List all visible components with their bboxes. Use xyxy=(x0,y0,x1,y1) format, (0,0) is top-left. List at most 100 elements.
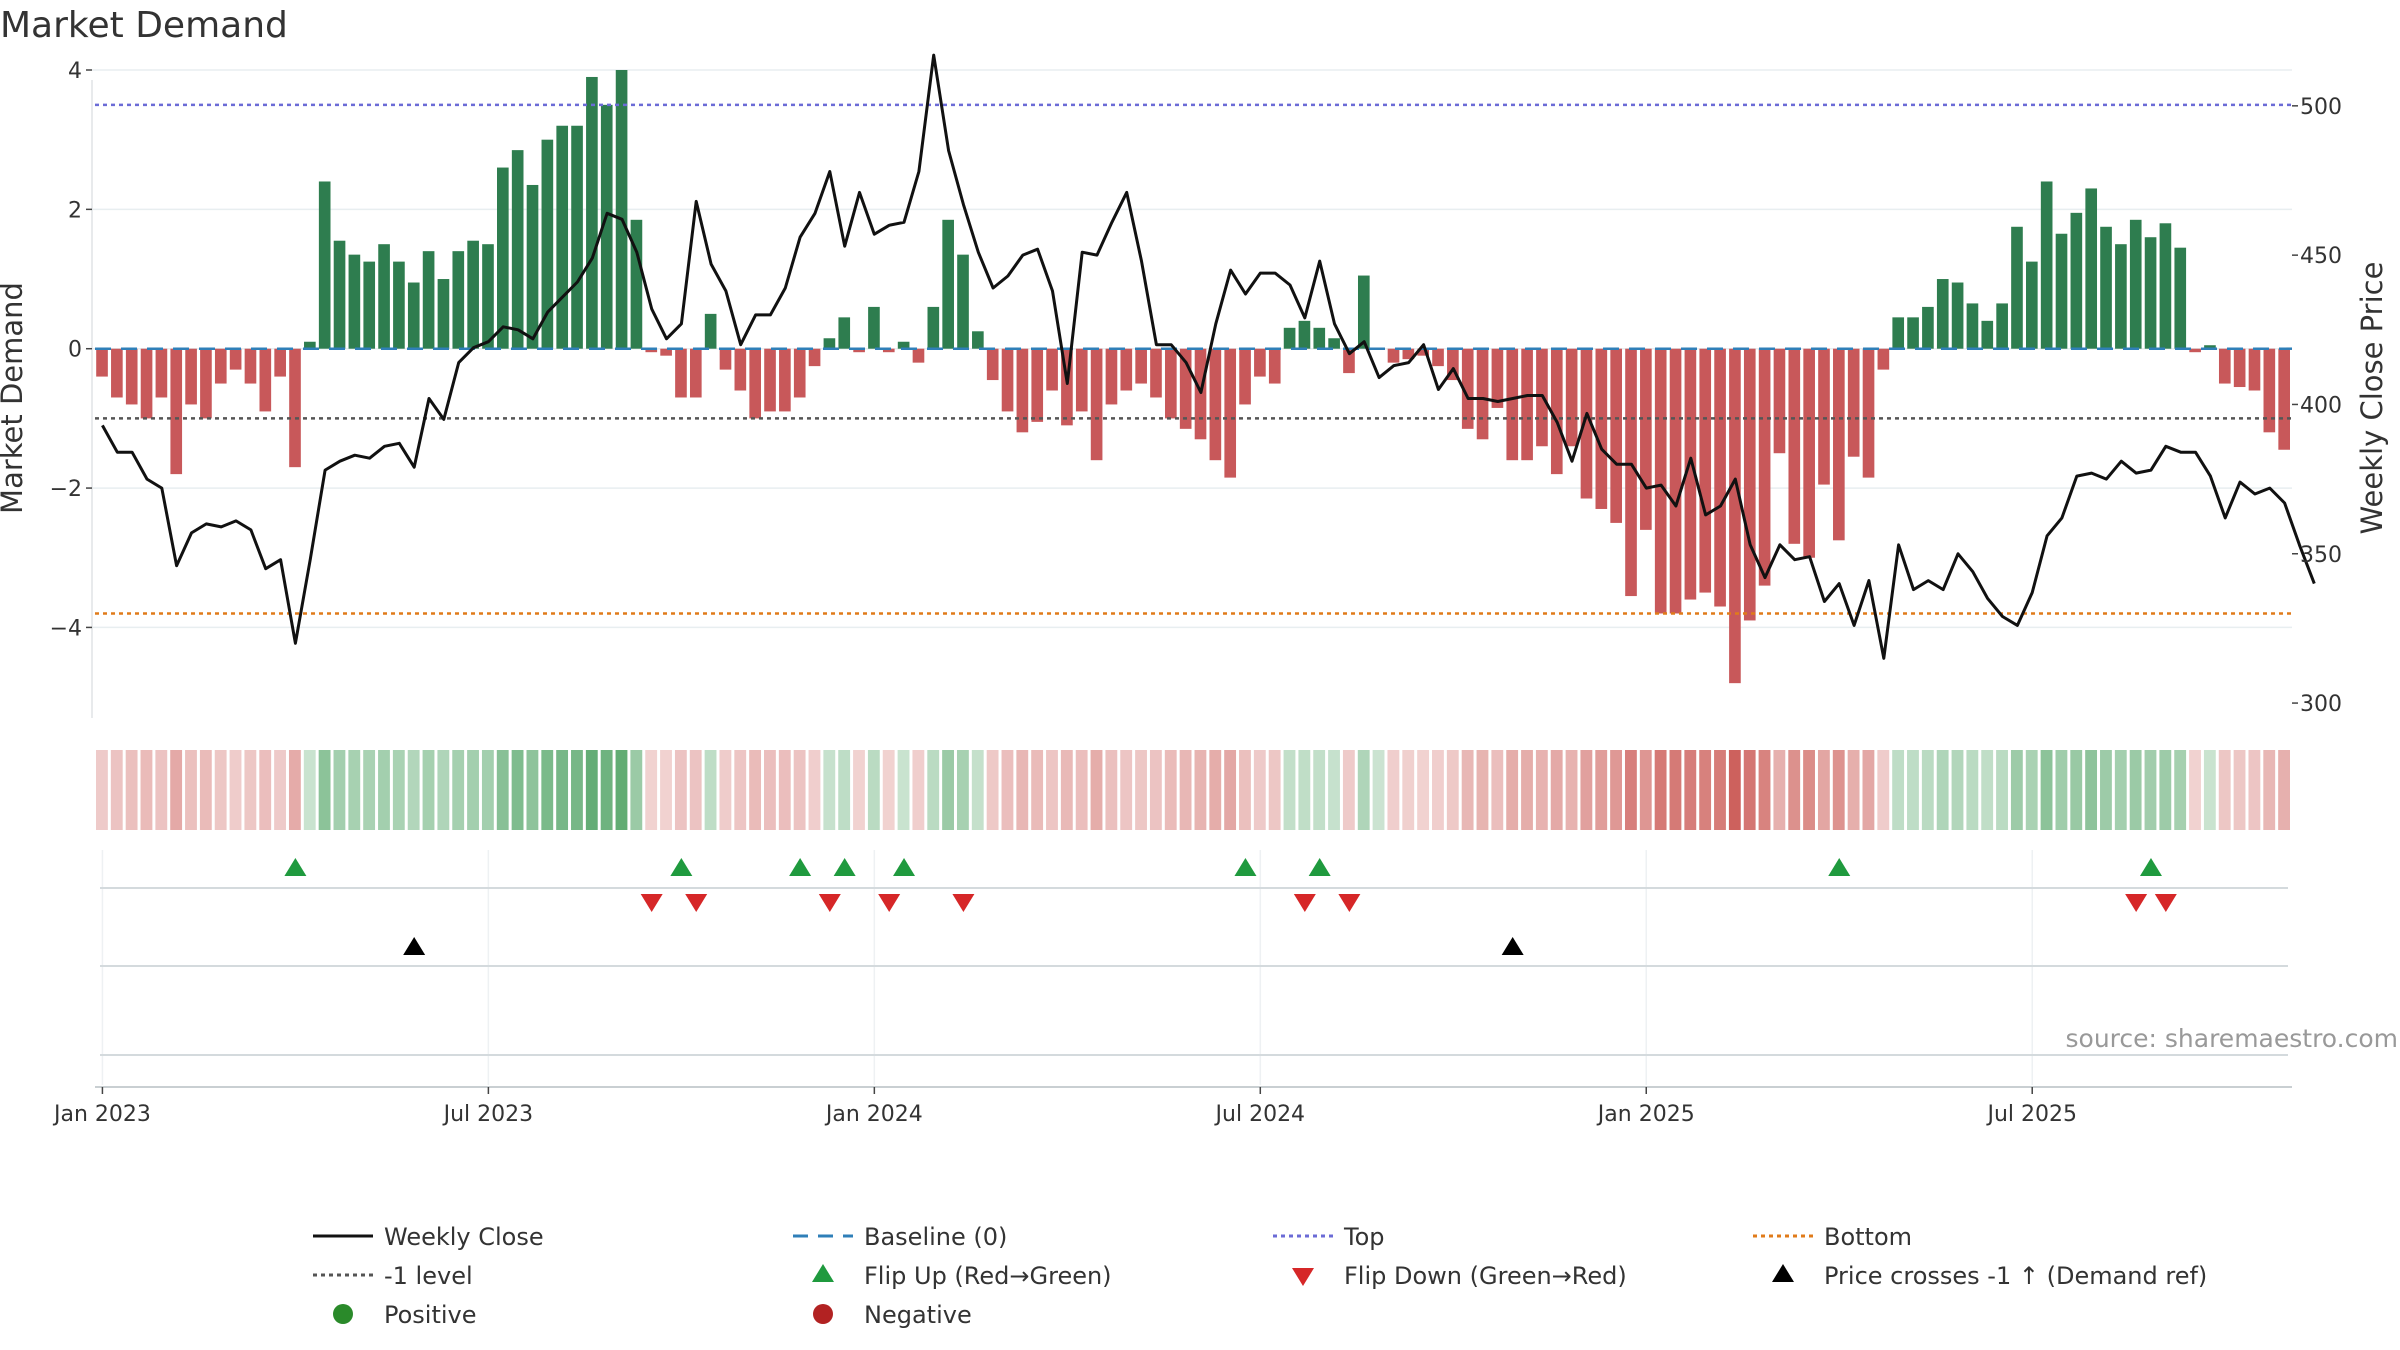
demand-bar xyxy=(1001,348,1014,412)
demand-bar xyxy=(1580,348,1593,499)
heat-cell xyxy=(1179,750,1192,830)
legend-label: Flip Up (Red→Green) xyxy=(864,1262,1112,1290)
legend-label: Weekly Close xyxy=(384,1223,544,1251)
x-tick-label: Jan 2023 xyxy=(52,1102,151,1127)
heat-cell xyxy=(2025,750,2038,830)
heat-cell xyxy=(1803,750,1815,830)
x-tick-label: Jul 2024 xyxy=(1214,1102,1306,1127)
demand-bar xyxy=(2011,226,2023,349)
demand-bar xyxy=(779,348,791,412)
legend-swatch xyxy=(1772,1264,1794,1282)
heat-cell xyxy=(244,750,257,830)
demand-bar xyxy=(1105,348,1118,405)
y-left-tick-label: 2 xyxy=(68,198,82,223)
heat-cell xyxy=(1060,750,1073,830)
demand-bar xyxy=(660,348,672,356)
demand-bar xyxy=(1461,348,1474,429)
demand-bar xyxy=(1773,348,1786,454)
demand-bar xyxy=(1120,348,1133,391)
demand-bar xyxy=(1075,348,1088,412)
heat-cell xyxy=(1847,750,1860,830)
demand-bar xyxy=(1046,348,1058,391)
heat-cell xyxy=(170,750,183,830)
demand-bar xyxy=(467,240,479,349)
heat-cell xyxy=(1417,750,1430,830)
demand-bar xyxy=(897,341,910,349)
heat-cell xyxy=(2263,750,2276,830)
demand-bar xyxy=(1521,348,1533,461)
demand-bar xyxy=(333,240,346,349)
flip-down-marker xyxy=(685,894,708,912)
heat-cell xyxy=(541,750,554,830)
demand-bar xyxy=(749,348,762,419)
demand-bar xyxy=(1788,348,1801,544)
heat-cell xyxy=(452,750,465,830)
heat-cell xyxy=(1654,750,1667,830)
price-cross-marker xyxy=(403,937,426,955)
legend-label: Bottom xyxy=(1824,1223,1912,1251)
legend-label: Positive xyxy=(384,1301,477,1329)
flip-up-marker xyxy=(1234,858,1257,876)
demand-bar xyxy=(734,348,747,391)
legend: Weekly Close Baseline (0) Top Bottom -1 leve… xyxy=(313,1223,2207,1329)
demand-bar xyxy=(882,348,895,353)
heat-cell xyxy=(1684,750,1697,830)
heat-cell xyxy=(1714,750,1726,830)
demand-bar xyxy=(1743,348,1756,621)
heat-cell xyxy=(2085,750,2098,830)
heat-cell xyxy=(1773,750,1786,830)
legend-label: Baseline (0) xyxy=(864,1223,1007,1251)
heat-cell xyxy=(2278,750,2290,830)
y-left-tick-label: −4 xyxy=(50,616,82,641)
legend-item: Negative xyxy=(813,1301,972,1329)
heat-cell xyxy=(1461,750,1474,830)
legend-item: Flip Down (Green→Red) xyxy=(1292,1262,1627,1290)
heat-cell xyxy=(1387,750,1400,830)
heat-cell xyxy=(838,750,851,830)
heat-cell xyxy=(956,750,969,830)
heat-cell xyxy=(1268,750,1281,830)
heat-cell xyxy=(1149,750,1162,830)
heat-cell xyxy=(1966,750,1979,830)
heat-cell xyxy=(1877,750,1890,830)
heat-cell xyxy=(1164,750,1177,830)
heat-cell xyxy=(1506,750,1519,830)
demand-bar xyxy=(497,167,509,349)
demand-bar xyxy=(2248,348,2261,391)
heat-cell xyxy=(1328,750,1340,830)
demand-bar xyxy=(912,348,925,363)
heat-cell xyxy=(392,750,405,830)
demand-bar xyxy=(2159,223,2172,349)
demand-bar xyxy=(615,70,628,349)
demand-bar xyxy=(1625,348,1637,597)
demand-bar xyxy=(2144,237,2157,349)
heat-cell xyxy=(110,750,123,830)
heat-cell xyxy=(1788,750,1801,830)
demand-bar xyxy=(2055,233,2068,349)
heat-cell xyxy=(481,750,494,830)
demand-bar xyxy=(868,306,880,349)
demand-bar xyxy=(1491,348,1504,408)
legend-item: Bottom xyxy=(1753,1223,1912,1251)
demand-bar xyxy=(2129,219,2142,349)
heat-cell xyxy=(2159,750,2172,830)
heat-cell xyxy=(1699,750,1712,830)
demand-bar xyxy=(1150,348,1162,398)
demand-bar xyxy=(1981,320,1994,349)
flip-down-marker xyxy=(1338,894,1361,912)
demand-bar xyxy=(1283,327,1296,349)
demand-bar xyxy=(452,251,465,349)
heat-cell xyxy=(1936,750,1949,830)
demand-heat-strip xyxy=(96,750,2290,830)
demand-bar xyxy=(1239,348,1251,405)
heat-cell xyxy=(1135,750,1147,830)
heat-cell xyxy=(1090,750,1103,830)
demand-bar xyxy=(1016,348,1029,433)
demand-bar xyxy=(1818,348,1830,485)
flip-up-marker xyxy=(893,858,916,876)
heat-cell xyxy=(1402,750,1415,830)
heat-cell xyxy=(808,750,821,830)
flip-down-marker xyxy=(640,894,663,912)
heat-cell xyxy=(2114,750,2127,830)
